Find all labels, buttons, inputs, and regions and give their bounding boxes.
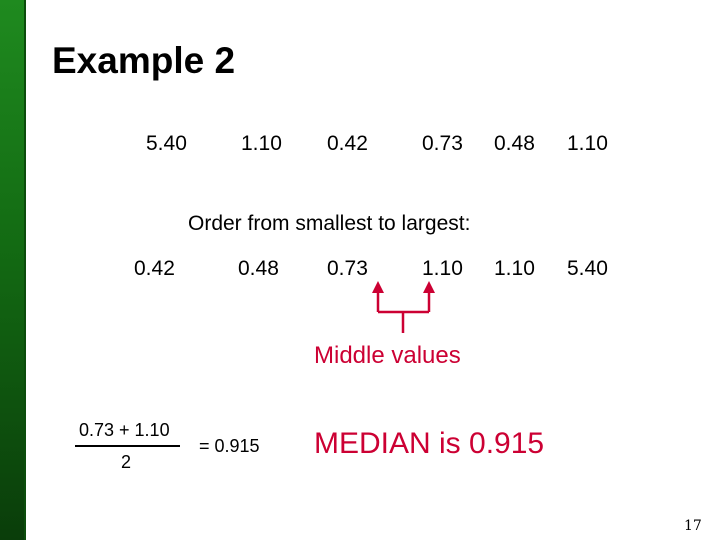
ordered-value: 0.42	[134, 257, 175, 280]
ordered-value: 0.48	[238, 257, 279, 280]
ordered-value: 5.40	[567, 257, 608, 280]
ordered-value: 1.10	[422, 257, 463, 280]
arrow-up-icon	[423, 281, 435, 293]
unordered-value: 5.40	[146, 132, 187, 155]
sidebar-edge	[24, 0, 26, 540]
unordered-value: 1.10	[241, 132, 282, 155]
unordered-value: 0.48	[494, 132, 535, 155]
calc-numerator: 0.73 + 1.10	[79, 420, 170, 440]
unordered-value: 1.10	[567, 132, 608, 155]
unordered-value: 0.73	[422, 132, 463, 155]
calc-denominator: 2	[121, 452, 132, 472]
ordered-value: 0.73	[327, 257, 368, 280]
arrow-up-icon	[372, 281, 384, 293]
unordered-value: 0.42	[327, 132, 368, 155]
ordered-value: 1.10	[494, 257, 535, 280]
left-green-sidebar	[0, 0, 24, 540]
calc-result: = 0.915	[199, 436, 260, 456]
slide-title: Example 2	[52, 40, 236, 81]
middle-values-label: Middle values	[314, 342, 461, 369]
order-instruction: Order from smallest to largest:	[188, 212, 471, 235]
fraction-bar	[75, 445, 180, 447]
median-statement: MEDIAN is 0.915	[314, 427, 545, 460]
page-number: 17	[684, 518, 702, 534]
